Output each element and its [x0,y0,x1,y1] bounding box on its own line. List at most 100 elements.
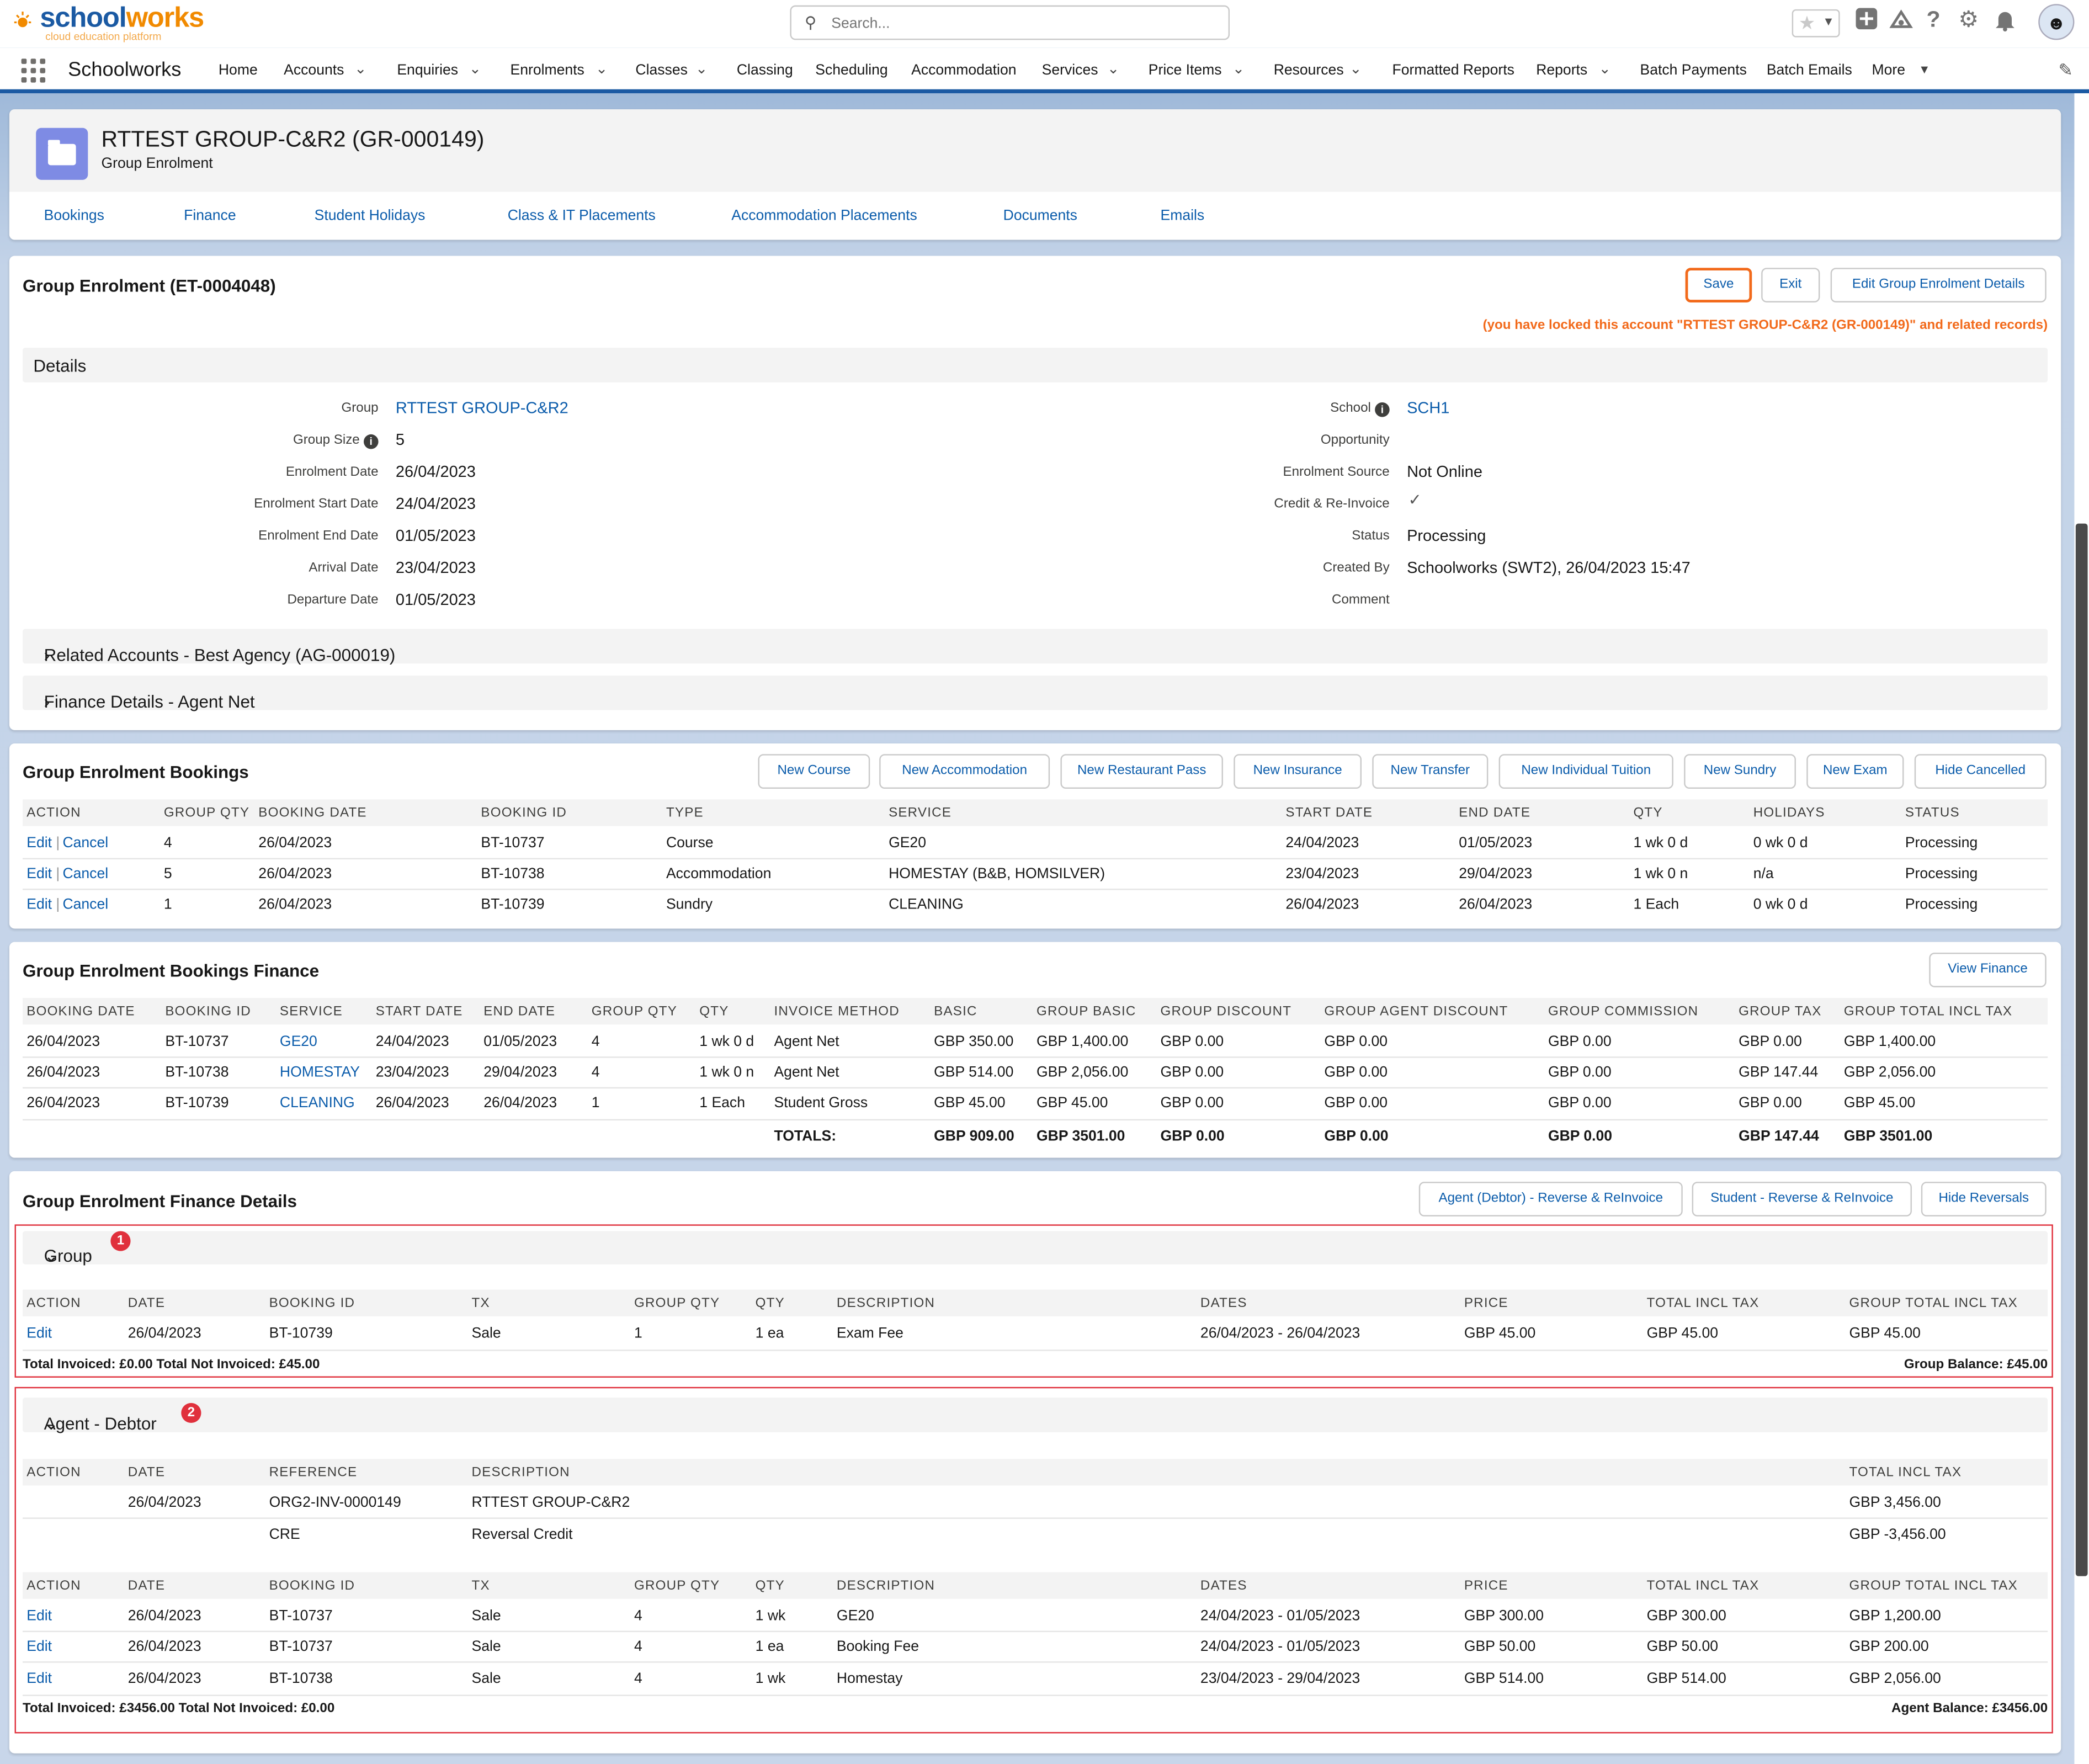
cell: RTTEST GROUP-C&R2 [471,1495,630,1511]
cancel-link[interactable]: Cancel [62,835,109,852]
help-icon[interactable]: ? [1926,7,1941,32]
cancel-link[interactable]: Cancel [62,896,109,913]
tab-documents[interactable]: Documents [1003,208,1077,224]
nav-item-classes[interactable]: Classes [635,62,688,79]
cell: 26/04/2023 [258,866,332,883]
agent-reverse-reinvoice-button[interactable]: Agent (Debtor) - Reverse & ReInvoice [1418,1182,1683,1216]
edit-link[interactable]: Edit [26,1639,52,1655]
nav-item-resources[interactable]: Resources [1273,62,1344,79]
nav-item-home[interactable]: Home [218,62,258,79]
nav-item-price-items[interactable]: Price Items [1148,62,1222,79]
nav-item-formatted-reports[interactable]: Formatted Reports [1392,62,1514,79]
cell: ORG2-INV-0000149 [269,1495,401,1511]
search-input[interactable] [828,12,1221,36]
cell: 24/04/2023 - 01/05/2023 [1200,1639,1360,1655]
schoolworks-logo[interactable]: schoolworks cloud education platform [14,3,204,42]
cell: GBP 0.00 [1739,1095,1802,1112]
caret-down-icon[interactable]: ▼ [1918,62,1931,76]
cell: 4 [591,1034,600,1050]
hide-reversals-button[interactable]: Hide Reversals [1921,1182,2047,1216]
new-restaurant-pass-button[interactable]: New Restaurant Pass [1060,754,1223,789]
edit-link[interactable]: Edit [26,1608,52,1624]
new-individual-tuition-button[interactable]: New Individual Tuition [1498,754,1673,789]
service-link[interactable]: HOMESTAY [279,1064,360,1081]
school-link[interactable]: SCH1 [1407,398,1450,417]
chevron-down-icon[interactable]: ⌄ [1349,61,1362,78]
nav-item-scheduling[interactable]: Scheduling [815,62,888,79]
cell: 1 wk 0 n [1633,866,1688,883]
page-scrollbar[interactable] [2074,93,2089,1764]
column-header: TYPE [666,806,704,821]
new-course-button[interactable]: New Course [758,754,870,789]
finance-details-section[interactable]: › Finance Details - Agent Net [23,675,2048,711]
group-section-header[interactable]: ⌄ Group [23,1231,2048,1266]
cell: GBP 50.00 [1464,1639,1536,1655]
chevron-down-icon[interactable]: ⌄ [1232,61,1245,78]
edit-link[interactable]: Edit [26,1325,52,1342]
hide-cancelled-button[interactable]: Hide Cancelled [1914,754,2047,789]
nav-item-accommodation[interactable]: Accommodation [911,62,1017,79]
favorites-button[interactable]: ★ ▼ [1792,9,1840,38]
nav-item-services[interactable]: Services [1041,62,1098,79]
group-link[interactable]: RTTEST GROUP-C&R2 [395,398,568,417]
chevron-down-icon[interactable]: ⌄ [469,61,481,78]
related-accounts-section[interactable]: › Related Accounts - Best Agency (AG-000… [23,629,2048,665]
chevron-down-icon[interactable]: ⌄ [354,61,367,78]
service-link[interactable]: CLEANING [279,1095,355,1112]
trailhead-icon[interactable] [1889,8,1913,39]
column-header: ACTION [26,1465,81,1480]
nav-item-enquiries[interactable]: Enquiries [397,62,459,79]
info-icon[interactable]: i [363,434,379,449]
new-transfer-button[interactable]: New Transfer [1372,754,1489,789]
nav-item-batch-payments[interactable]: Batch Payments [1640,62,1747,79]
nav-item-classing[interactable]: Classing [736,62,793,79]
edit-link[interactable]: Edit [26,835,52,852]
user-avatar[interactable]: ☻ [2038,4,2075,40]
column-header: QTY [1633,806,1663,821]
exit-button[interactable]: Exit [1761,268,1820,302]
column-header: GROUP QTY [591,1005,678,1019]
tab-emails[interactable]: Emails [1160,208,1205,224]
row-divider [23,1630,2048,1633]
totals-label: TOTALS: [774,1128,837,1145]
scrollbar-thumb[interactable] [2075,523,2088,1576]
chevron-down-icon[interactable]: ⌄ [695,61,708,78]
notification-bell-icon[interactable] [1993,8,2017,39]
global-search[interactable]: ⚲ [790,5,1230,40]
new-insurance-button[interactable]: New Insurance [1234,754,1362,789]
chevron-down-icon[interactable]: ⌄ [1107,61,1120,78]
cell: GBP 300.00 [1646,1608,1726,1624]
edit-group-enrolment-button[interactable]: Edit Group Enrolment Details [1830,268,2047,302]
nav-item-reports[interactable]: Reports [1536,62,1588,79]
agent-section-header[interactable]: ⌄ Agent - Debtor [23,1398,2048,1433]
new-accommodation-button[interactable]: New Accommodation [879,754,1050,789]
save-button[interactable]: Save [1685,268,1752,302]
edit-nav-pencil-icon[interactable]: ✎ [2058,60,2073,80]
new-exam-button[interactable]: New Exam [1806,754,1904,789]
nav-item-accounts[interactable]: Accounts [284,62,344,79]
gear-icon[interactable]: ⚙ [1958,7,1979,32]
field-value: 23/04/2023 [395,558,476,577]
cell: 29/04/2023 [483,1064,557,1081]
nav-item-more[interactable]: More [1872,62,1906,79]
app-launcher-icon[interactable] [21,59,46,83]
tab-class-it-placements[interactable]: Class & IT Placements [507,208,656,224]
add-icon[interactable] [1854,7,1878,38]
tab-student-holidays[interactable]: Student Holidays [314,208,426,224]
chevron-down-icon[interactable]: ⌄ [596,61,608,78]
student-reverse-reinvoice-button[interactable]: Student - Reverse & ReInvoice [1692,1182,1912,1216]
service-link[interactable]: GE20 [279,1034,317,1050]
new-sundry-button[interactable]: New Sundry [1684,754,1796,789]
tab-accommodation-placements[interactable]: Accommodation Placements [731,208,917,224]
tab-finance[interactable]: Finance [184,208,236,224]
nav-item-enrolments[interactable]: Enrolments [510,62,584,79]
edit-link[interactable]: Edit [26,866,52,883]
tab-bookings[interactable]: Bookings [44,208,104,224]
edit-link[interactable]: Edit [26,1671,52,1687]
nav-item-batch-emails[interactable]: Batch Emails [1766,62,1852,79]
edit-link[interactable]: Edit [26,896,52,913]
view-finance-button[interactable]: View Finance [1929,952,2047,987]
info-icon[interactable]: i [1375,402,1390,417]
chevron-down-icon[interactable]: ⌄ [1598,61,1611,78]
cancel-link[interactable]: Cancel [62,866,109,883]
